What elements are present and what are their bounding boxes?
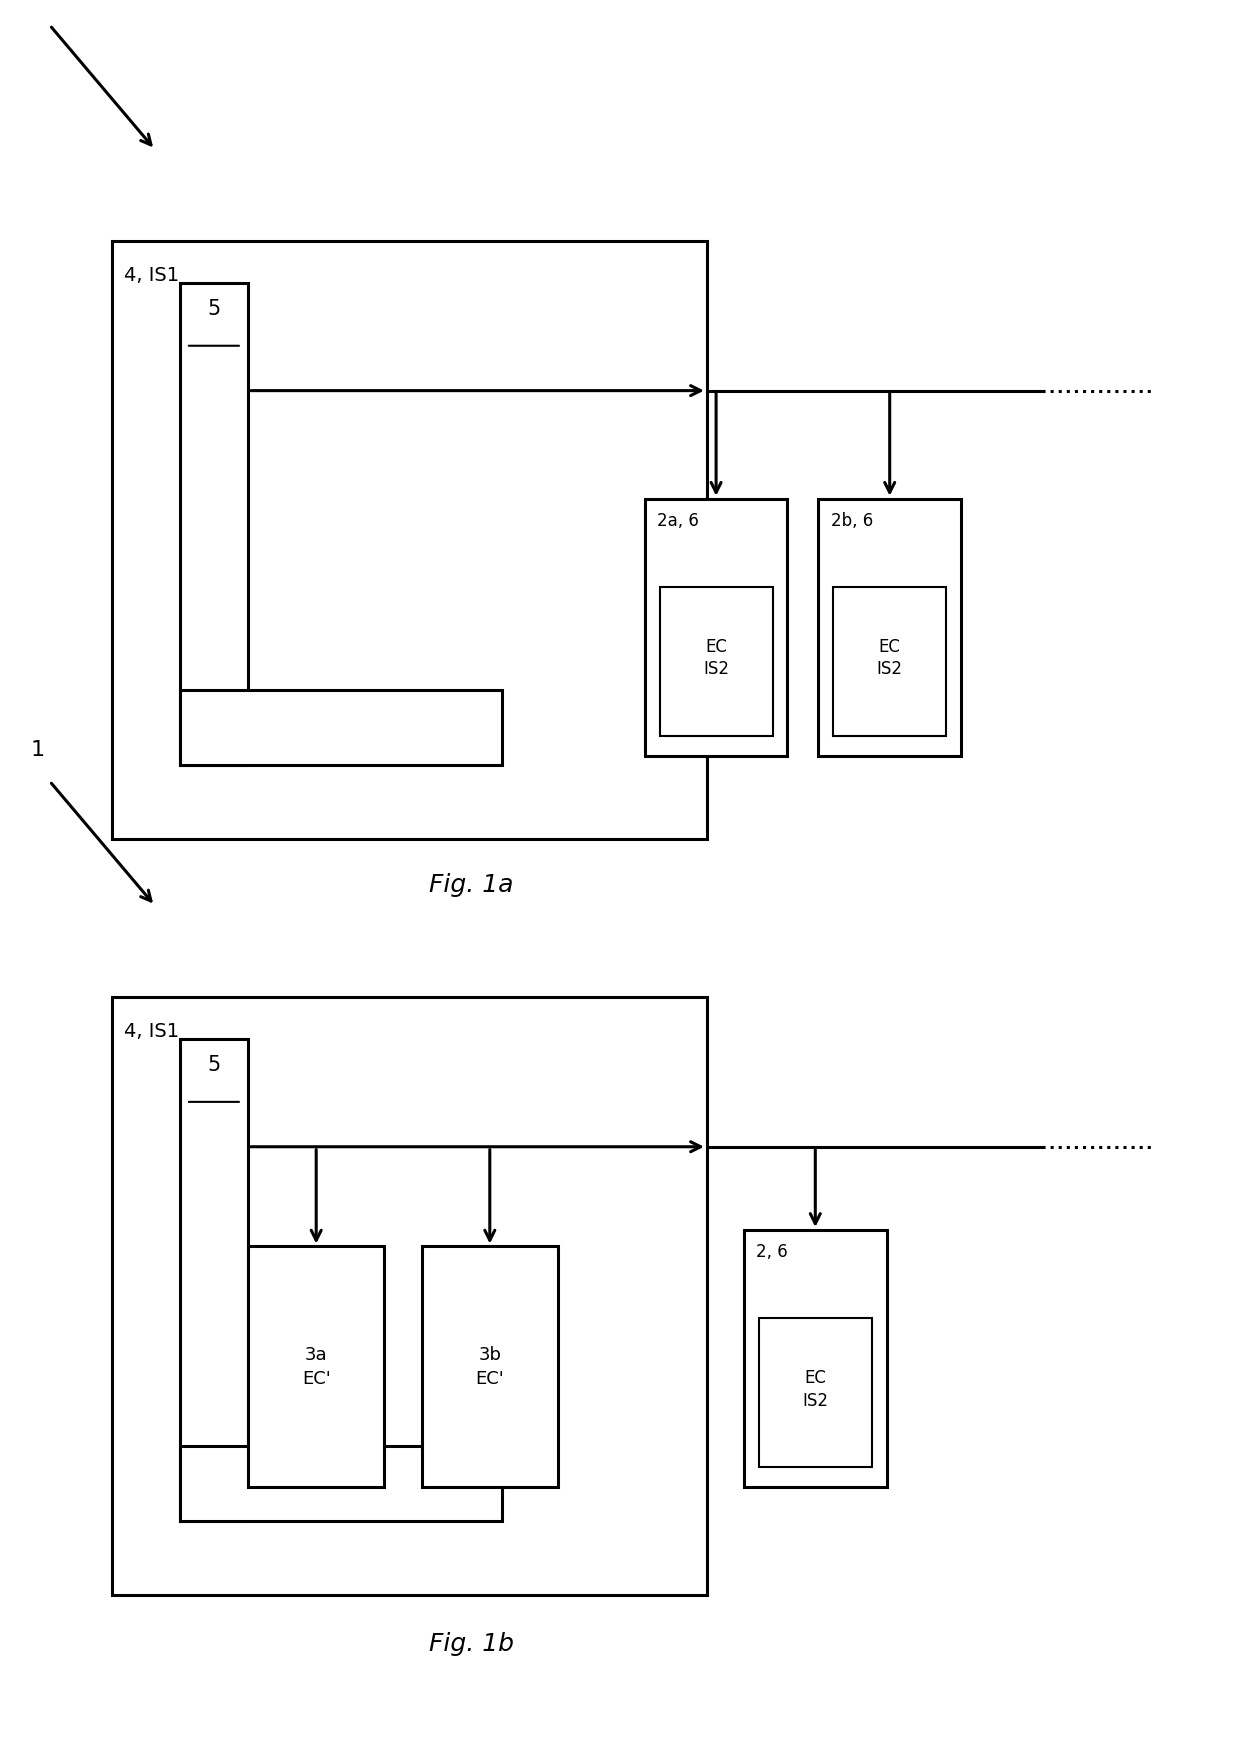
FancyBboxPatch shape <box>833 586 946 736</box>
Text: 2, 6: 2, 6 <box>756 1242 789 1262</box>
FancyBboxPatch shape <box>759 1317 872 1468</box>
Text: 1: 1 <box>31 740 45 761</box>
Text: EC
IS2: EC IS2 <box>802 1370 828 1410</box>
Text: 5: 5 <box>207 298 221 319</box>
FancyBboxPatch shape <box>744 1230 887 1487</box>
Text: EC
IS2: EC IS2 <box>877 639 903 679</box>
Text: 3a
EC': 3a EC' <box>301 1345 331 1387</box>
FancyBboxPatch shape <box>818 499 961 756</box>
Text: 4, IS1: 4, IS1 <box>124 265 179 284</box>
FancyBboxPatch shape <box>660 586 773 736</box>
FancyBboxPatch shape <box>180 1447 502 1520</box>
FancyBboxPatch shape <box>422 1246 558 1487</box>
FancyBboxPatch shape <box>180 283 248 764</box>
FancyBboxPatch shape <box>180 689 502 764</box>
FancyBboxPatch shape <box>248 1246 384 1487</box>
Text: 2b, 6: 2b, 6 <box>831 511 873 530</box>
Text: Fig. 1a: Fig. 1a <box>429 872 513 897</box>
FancyBboxPatch shape <box>112 996 707 1595</box>
FancyBboxPatch shape <box>180 1038 248 1520</box>
Text: 4, IS1: 4, IS1 <box>124 1023 179 1042</box>
Text: Fig. 1b: Fig. 1b <box>429 1632 513 1656</box>
Text: 5: 5 <box>207 1056 221 1075</box>
FancyBboxPatch shape <box>645 499 787 756</box>
Text: 1: 1 <box>31 0 45 3</box>
Text: 3b
EC': 3b EC' <box>475 1345 505 1387</box>
FancyBboxPatch shape <box>112 241 707 839</box>
Text: EC
IS2: EC IS2 <box>703 639 729 679</box>
Text: 2a, 6: 2a, 6 <box>657 511 699 530</box>
